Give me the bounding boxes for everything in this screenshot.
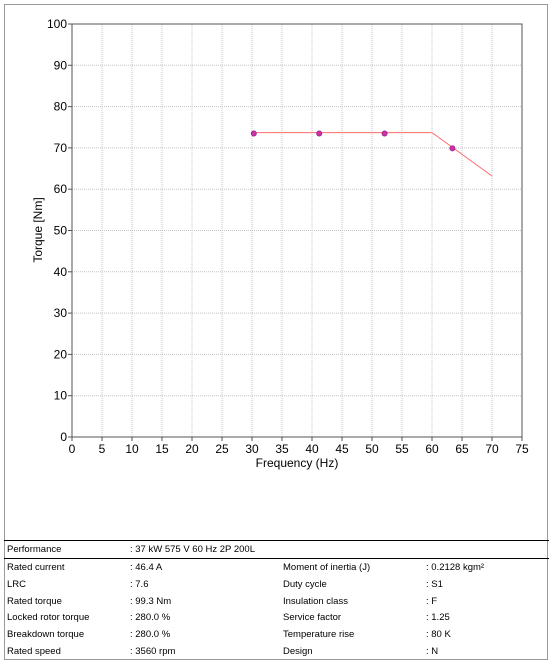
y-tick-label: 40 bbox=[54, 265, 68, 279]
spec-value: : 80 K bbox=[426, 629, 451, 641]
y-tick-label: 0 bbox=[60, 430, 67, 444]
spec-value: : 99.3 Nm bbox=[130, 595, 172, 607]
x-tick-label: 75 bbox=[515, 442, 529, 456]
spec-label: Service factor bbox=[283, 612, 342, 624]
y-tick-label: 60 bbox=[54, 182, 68, 196]
figure-frame bbox=[4, 4, 548, 660]
spec-value: : 1.25 bbox=[426, 612, 450, 624]
y-tick-label: 50 bbox=[54, 224, 68, 238]
spec-label: Design bbox=[283, 646, 313, 658]
x-tick-label: 20 bbox=[185, 442, 199, 456]
x-tick-label: 55 bbox=[395, 442, 409, 456]
spec-label: Rated current bbox=[7, 561, 65, 573]
x-tick-label: 25 bbox=[215, 442, 229, 456]
spec-row: Breakdown torque : 280.0 % Temperature r… bbox=[4, 626, 549, 643]
y-tick-label: 20 bbox=[54, 347, 68, 361]
x-tick-label: 35 bbox=[275, 442, 289, 456]
spec-label: Rated torque bbox=[7, 595, 62, 607]
spec-row: Rated torque : 99.3 Nm Insulation class … bbox=[4, 593, 549, 610]
x-tick-label: 0 bbox=[69, 442, 76, 456]
data-point bbox=[381, 130, 388, 137]
spec-value: : 0.2128 kgm² bbox=[426, 561, 485, 573]
x-tick-label: 10 bbox=[125, 442, 139, 456]
spec-label: Temperature rise bbox=[283, 629, 355, 641]
spec-value: : S1 bbox=[426, 578, 443, 590]
data-point bbox=[250, 130, 257, 137]
y-axis-label: Torque [Nm] bbox=[31, 197, 45, 262]
data-point bbox=[316, 130, 323, 137]
performance-value: : 37 kW 575 V 60 Hz 2P 200L bbox=[127, 540, 549, 559]
spec-label: LRC bbox=[7, 578, 27, 590]
x-tick-label: 15 bbox=[155, 442, 169, 456]
spec-label: Locked rotor torque bbox=[7, 612, 90, 624]
x-tick-label: 40 bbox=[305, 442, 319, 456]
torque-frequency-chart: 0 5 10 15 20 25 30 35 40 45 50 55 60 65 70 75 0 10 20 30 40… bbox=[31, 17, 529, 470]
spec-label: Rated speed bbox=[7, 646, 61, 658]
x-axis: 0 5 10 15 20 25 30 35 40 45 50 55 60 65 70 75 bbox=[69, 437, 529, 456]
performance-label: Performance bbox=[4, 540, 127, 559]
spec-value: : 7.6 bbox=[130, 578, 149, 590]
y-tick-label: 80 bbox=[54, 100, 68, 114]
x-tick-label: 30 bbox=[245, 442, 259, 456]
spec-row: Rated current : 46.4 A Moment of inertia… bbox=[4, 558, 549, 575]
spec-value: : 280.0 % bbox=[130, 612, 171, 624]
spec-row: Locked rotor torque : 280.0 % Service fa… bbox=[4, 609, 549, 626]
x-tick-label: 70 bbox=[485, 442, 499, 456]
data-point bbox=[449, 145, 456, 152]
series-layer bbox=[250, 130, 493, 177]
y-tick-label: 100 bbox=[47, 17, 67, 31]
x-tick-label: 5 bbox=[99, 442, 106, 456]
y-tick-label: 70 bbox=[54, 141, 68, 155]
spec-value: : F bbox=[426, 595, 438, 607]
x-tick-label: 50 bbox=[365, 442, 379, 456]
spec-label: Duty cycle bbox=[283, 578, 327, 590]
y-tick-label: 90 bbox=[54, 58, 68, 72]
spec-value: : 46.4 A bbox=[130, 561, 163, 573]
spec-table: Performance : 37 kW 575 V 60 Hz 2P 200L … bbox=[4, 540, 549, 660]
y-tick-label: 10 bbox=[54, 389, 68, 403]
spec-row: Rated speed : 3560 rpm Design : N bbox=[4, 643, 549, 660]
spec-value: : 3560 rpm bbox=[130, 646, 176, 658]
y-axis: 0 10 20 30 40 50 60 70 80 90 100 bbox=[47, 17, 72, 444]
spec-value: : N bbox=[426, 646, 439, 658]
x-tick-label: 60 bbox=[425, 442, 439, 456]
chart-grid bbox=[72, 24, 522, 437]
spec-label: Insulation class bbox=[283, 595, 348, 607]
torque-line bbox=[252, 132, 493, 177]
spec-value: : 280.0 % bbox=[130, 629, 171, 641]
spec-row: LRC : 7.6 Duty cycle : S1 bbox=[4, 576, 549, 593]
y-tick-label: 30 bbox=[54, 306, 68, 320]
x-axis-label: Frequency (Hz) bbox=[256, 456, 339, 470]
x-tick-label: 65 bbox=[455, 442, 469, 456]
performance-row: Performance : 37 kW 575 V 60 Hz 2P 200L bbox=[4, 540, 549, 559]
x-tick-label: 45 bbox=[335, 442, 349, 456]
spec-label: Breakdown torque bbox=[7, 629, 85, 641]
spec-label: Moment of inertia (J) bbox=[283, 561, 371, 573]
